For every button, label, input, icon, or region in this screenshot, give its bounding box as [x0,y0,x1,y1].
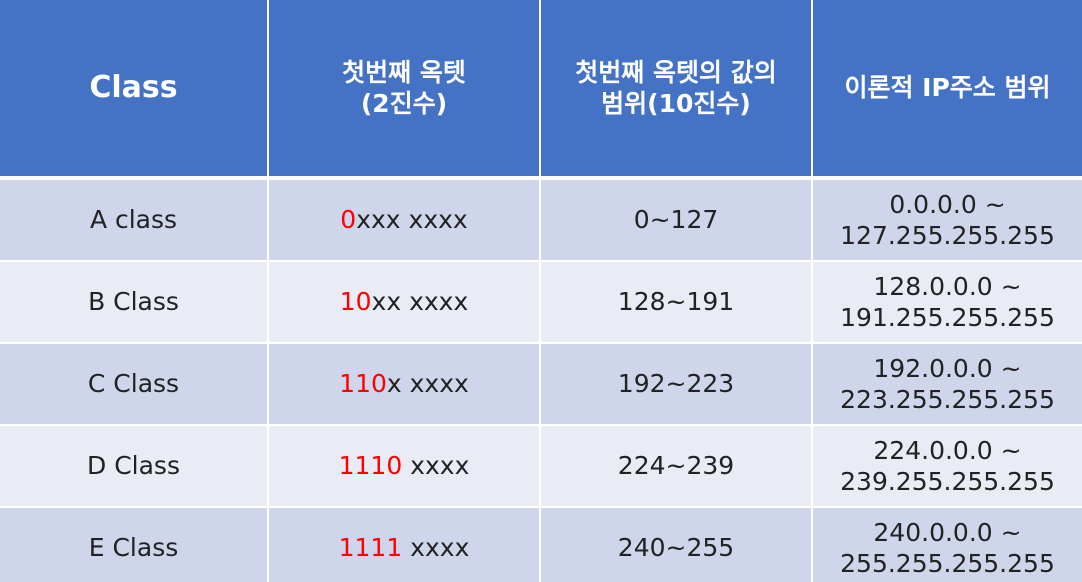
header-row: Class 첫번째 옥텟 (2진수) 첫번째 옥텟의 값의 범위(10진수) 이… [0,0,1082,180]
binary-rest-bits: xxxx [402,533,470,563]
header-first-octet-binary-line1: 첫번째 옥텟 [342,57,466,87]
class-cell: C Class [0,343,269,426]
binary-lead-bits: 110 [339,369,387,399]
header-ip-range-label: 이론적 IP주소 범위 [844,73,1051,103]
binary-lead-bits: 1110 [338,451,403,481]
ip-range-start: 192.0.0.0 ~ [873,353,1022,383]
class-cell: B Class [0,261,269,344]
ip-range-cell: 224.0.0.0 ~ 239.255.255.255 [812,425,1082,508]
header-first-octet-range-line1: 첫번째 옥텟의 값의 [575,57,777,87]
table-row: E Class 1111 xxxx 240~255 240.0.0.0 ~ 25… [0,507,1082,582]
binary-cell: 10xx xxxx [268,261,541,344]
ip-range-start: 128.0.0.0 ~ [873,271,1022,301]
binary-cell: 1110 xxxx [268,425,541,508]
header-first-octet-binary: 첫번째 옥텟 (2진수) [268,0,541,180]
ip-range-start: 224.0.0.0 ~ [873,435,1022,465]
class-name: A class [89,205,178,235]
ip-range-end: 191.255.255.255 [840,303,1055,332]
table-row: B Class 10xx xxxx 128~191 128.0.0.0 ~ 19… [0,261,1082,344]
ip-range-cell: 192.0.0.0 ~ 223.255.255.255 [812,343,1082,426]
binary-lead-bits: 1111 [338,533,403,563]
binary-cell: 110x xxxx [268,343,541,426]
class-name: E Class [88,533,179,563]
value-range: 0~127 [633,205,719,235]
ip-range-end: 239.255.255.255 [840,467,1055,496]
binary-lead-bits: 10 [339,287,372,317]
header-class-label: Class [89,70,178,106]
binary-rest-bits: xx xxxx [371,287,469,317]
header-ip-range: 이론적 IP주소 범위 [812,0,1082,180]
value-range-cell: 224~239 [540,425,813,508]
ip-range-cell: 0.0.0.0 ~ 127.255.255.255 [812,178,1082,262]
ip-range-start: 0.0.0.0 ~ [889,189,1006,219]
header-first-octet-range: 첫번째 옥텟의 값의 범위(10진수) [540,0,813,180]
ip-range-cell: 240.0.0.0 ~ 255.255.255.255 [812,507,1082,582]
value-range-cell: 240~255 [540,507,813,582]
value-range: 240~255 [617,533,735,563]
class-cell: D Class [0,425,269,508]
class-name: D Class [87,451,180,481]
ip-range-end: 127.255.255.255 [840,221,1055,250]
binary-rest-bits: x xxxx [386,369,469,399]
value-range-cell: 0~127 [540,178,813,262]
table-row: A class 0xxx xxxx 0~127 0.0.0.0 ~ 127.25… [0,178,1082,262]
binary-cell: 1111 xxxx [268,507,541,582]
binary-cell: 0xxx xxxx [268,178,541,262]
table-row: D Class 1110 xxxx 224~239 224.0.0.0 ~ 23… [0,425,1082,508]
value-range-cell: 128~191 [540,261,813,344]
value-range-cell: 192~223 [540,343,813,426]
value-range: 224~239 [617,451,735,481]
class-cell: E Class [0,507,269,582]
header-first-octet-binary-line2: (2진수) [360,89,448,118]
value-range: 192~223 [617,369,735,399]
binary-rest-bits: xxxx [402,451,470,481]
binary-lead-bits: 0 [340,205,357,235]
header-first-octet-range-line2: 범위(10진수) [601,89,751,118]
class-name: C Class [87,369,180,399]
value-range: 128~191 [617,287,735,317]
table-body: A class 0xxx xxxx 0~127 0.0.0.0 ~ 127.25… [0,178,1082,582]
table-header: Class 첫번째 옥텟 (2진수) 첫번째 옥텟의 값의 범위(10진수) 이… [0,0,1082,180]
ip-range-start: 240.0.0.0 ~ [873,517,1022,547]
class-name: B Class [88,287,179,317]
ip-range-end: 223.255.255.255 [840,385,1055,414]
ip-range-cell: 128.0.0.0 ~ 191.255.255.255 [812,261,1082,344]
table-row: C Class 110x xxxx 192~223 192.0.0.0 ~ 22… [0,343,1082,426]
header-class: Class [0,0,269,180]
binary-rest-bits: xxx xxxx [356,205,468,235]
class-cell: A class [0,178,269,262]
ip-range-end: 255.255.255.255 [840,549,1055,578]
